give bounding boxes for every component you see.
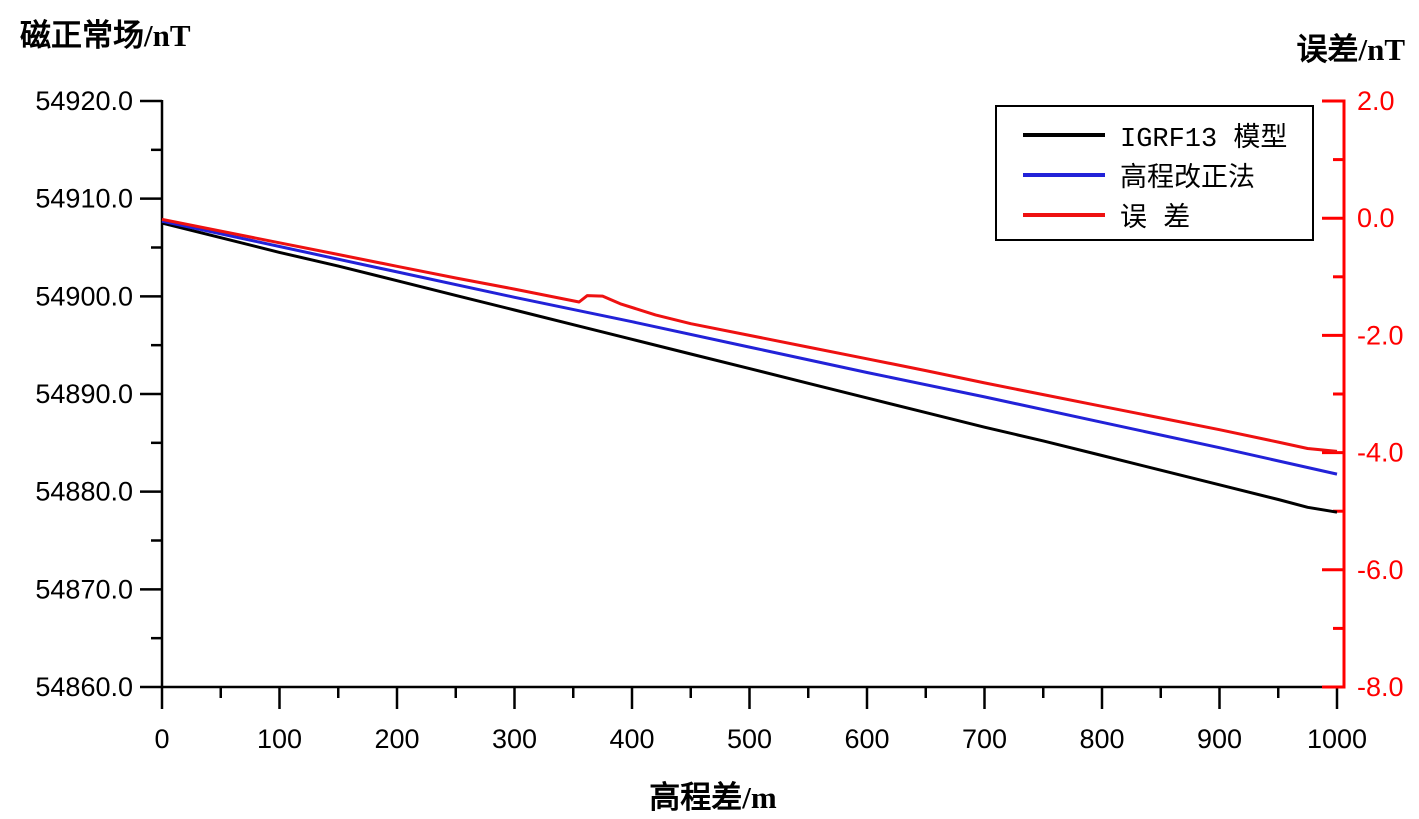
left-axis-tick-label: 54900.0 <box>35 281 133 311</box>
x-axis-tick-label: 700 <box>962 724 1007 754</box>
series-line-2 <box>161 217 1338 453</box>
legend-item-error: 误 差 <box>1023 195 1312 235</box>
x-axis-tick-label: 100 <box>257 724 302 754</box>
x-axis-tick-label: 500 <box>727 724 772 754</box>
right-axis-tick-label: -4.0 <box>1357 438 1404 468</box>
x-axis-title: 高程差/m <box>649 780 777 815</box>
legend-line-sample-black <box>1023 133 1105 137</box>
series-line-1 <box>161 219 1338 476</box>
x-axis-tick-label: 0 <box>154 724 169 754</box>
left-axis-tick-label: 54860.0 <box>35 672 133 702</box>
right-axis-tick-label: -8.0 <box>1357 672 1404 702</box>
legend-label: 误 差 <box>1120 205 1191 235</box>
left-axis-tick-label: 54870.0 <box>35 574 133 604</box>
x-axis-tick-label: 900 <box>1197 724 1242 754</box>
legend-label: IGRF13 模型 <box>1120 125 1288 155</box>
left-axis-tick-label: 54910.0 <box>35 184 133 214</box>
left-axis-tick-label: 54920.0 <box>35 86 133 116</box>
x-axis-tick-label: 300 <box>492 724 537 754</box>
left-axis-tick-label: 54890.0 <box>35 379 133 409</box>
legend-line-sample-red <box>1023 213 1105 217</box>
legend: IGRF13 模型 高程改正法 误 差 <box>995 105 1314 241</box>
left-axis-title: 磁正常场/nT <box>20 18 191 53</box>
right-axis-tick-label: -2.0 <box>1357 320 1404 350</box>
right-axis-title: 误差/nT <box>1296 32 1405 67</box>
series-line-0 <box>161 221 1338 514</box>
right-axis-tick-label: 2.0 <box>1357 86 1395 116</box>
x-axis-tick-label: 800 <box>1079 724 1124 754</box>
legend-line-sample-blue <box>1023 173 1105 177</box>
legend-item-elevation-correction: 高程改正法 <box>1023 155 1312 195</box>
right-axis-tick-label: 0.0 <box>1357 203 1395 233</box>
x-axis-tick-label: 600 <box>844 724 889 754</box>
x-axis-tick-label: 200 <box>374 724 419 754</box>
legend-item-igrf13-model: IGRF13 模型 <box>1023 115 1312 155</box>
left-axis-tick-label: 54880.0 <box>35 477 133 507</box>
x-axis-tick-label: 400 <box>609 724 654 754</box>
x-axis-tick-label: 1000 <box>1307 724 1367 754</box>
right-axis-tick-label: -6.0 <box>1357 555 1404 585</box>
legend-label: 高程改正法 <box>1120 165 1255 195</box>
